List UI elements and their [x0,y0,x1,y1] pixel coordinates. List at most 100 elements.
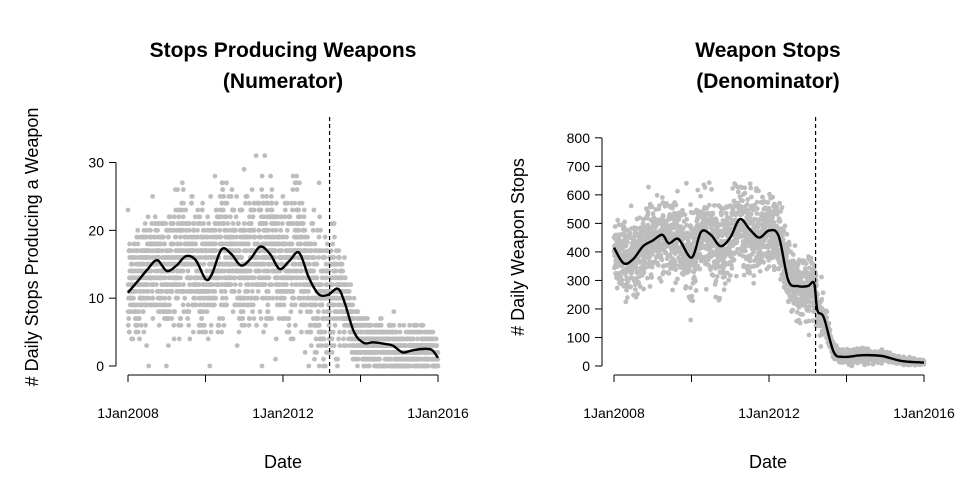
data-point [146,363,152,369]
data-point [329,350,335,355]
data-point [236,329,242,335]
data-point [675,188,680,194]
data-point [162,241,168,247]
data-point [178,234,183,240]
data-point [683,284,689,289]
data-point [220,295,225,301]
data-point [397,329,403,335]
data-point [290,173,296,179]
data-point [297,180,302,186]
data-point [261,329,266,335]
data-point [316,234,322,240]
data-point [819,274,824,280]
data-point [141,329,147,335]
data-point [135,227,141,233]
data-point [790,307,795,313]
data-point [216,221,222,226]
data-point [410,336,416,342]
data-point [262,153,268,159]
data-point [241,221,247,226]
data-point [286,316,292,321]
data-point [684,180,689,186]
data-point [212,173,218,179]
data-point [320,275,325,281]
data-point [171,241,176,247]
data-point [130,336,136,342]
data-point [232,282,238,287]
data-point [160,248,165,254]
data-point [318,343,324,348]
data-point [300,275,306,281]
data-point [220,207,226,213]
data-point [250,309,256,315]
data-point [149,289,155,294]
data-point [256,227,262,233]
data-point [224,227,230,233]
data-point [203,329,209,335]
data-point [346,289,352,294]
data-point [290,336,296,342]
data-point [180,227,186,233]
data-point [311,207,317,213]
data-point [627,230,633,236]
data-point [157,241,163,247]
data-point [397,322,403,328]
data-point [285,200,290,206]
scatter-points [611,180,927,369]
data-point [250,289,255,294]
data-point [433,336,439,342]
data-point [339,261,345,267]
data-point [180,214,186,220]
data-point [649,264,655,270]
data-point [176,214,182,220]
data-point [231,207,237,213]
data-point [277,302,283,308]
data-point [310,227,316,233]
data-point [331,343,337,348]
data-point [688,317,694,323]
data-point [734,239,740,245]
data-point [228,282,234,287]
data-point [190,329,196,335]
data-point [127,241,132,247]
data-point [813,273,819,279]
data-point [806,332,812,338]
data-point [242,322,247,328]
data-point [162,295,168,301]
data-point [253,153,259,159]
data-point [297,282,303,287]
chart-title-line1: Stops Producing Weapons [150,39,417,62]
data-point [133,289,139,294]
data-point [321,309,327,315]
data-point [342,275,348,281]
data-point [214,207,219,213]
data-point [777,218,783,224]
data-point [690,298,696,304]
data-point [150,295,156,301]
data-point [273,248,278,254]
data-point [251,275,257,281]
data-point [670,287,675,293]
data-point [195,227,200,233]
x-tick-label: 1Jan2008 [97,405,159,421]
data-point [324,282,330,287]
data-point [646,184,651,190]
data-point [136,316,142,321]
data-point [205,214,211,220]
data-point [276,316,282,321]
data-point [377,356,382,362]
data-point [240,309,246,315]
y-axis-label: # Daily Weapon Stops [508,158,528,336]
data-point [298,309,303,315]
data-point [258,207,264,213]
data-point [314,350,319,355]
data-point [294,187,300,193]
data-point [259,363,265,369]
data-point [355,309,361,315]
scatter-points [125,153,441,369]
data-point [748,194,754,200]
data-point [294,173,299,179]
data-point [179,207,185,213]
data-point [263,295,269,301]
